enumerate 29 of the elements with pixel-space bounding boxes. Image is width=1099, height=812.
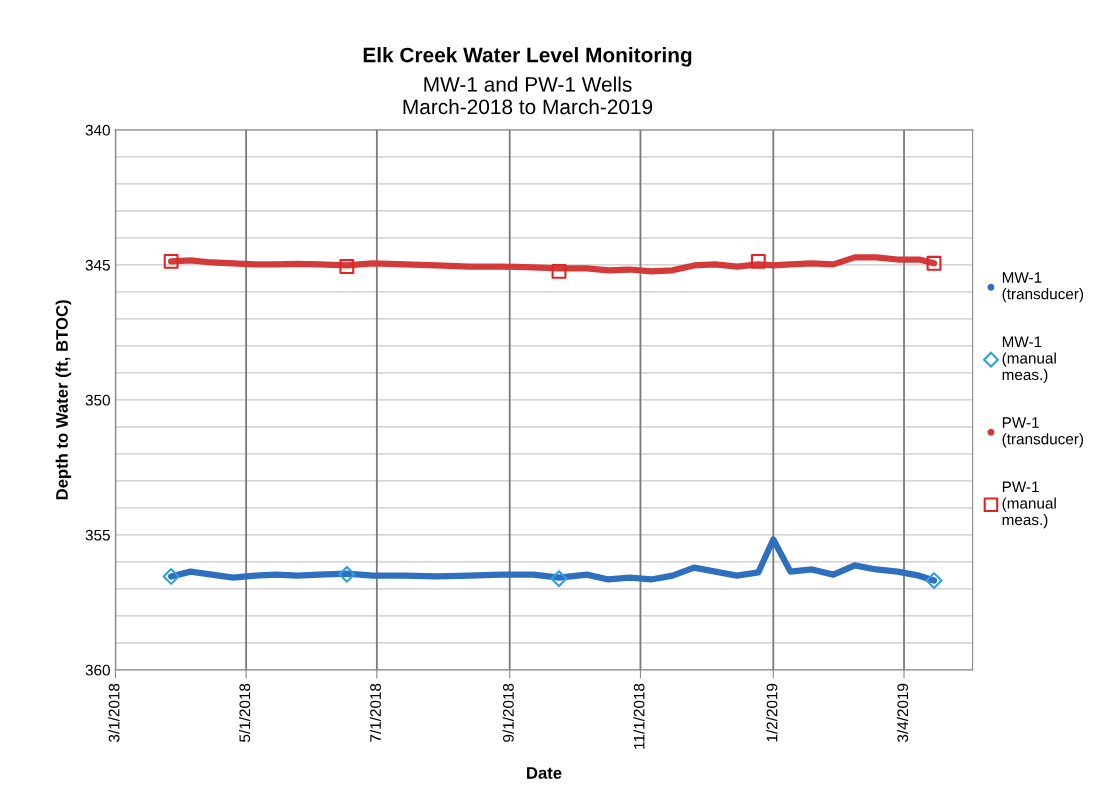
x-tick-label: 9/1/2018 (502, 683, 514, 742)
x-tick-label: 5/1/2018 (239, 683, 251, 742)
chart-title: Elk Creek Water Level Monitoring (363, 47, 692, 67)
legend-label: MW-1 (transducer) (1002, 272, 1084, 303)
chart-subtitle: MW-1 and PW-1 Wells March-2018 to March-2019 (403, 76, 653, 115)
x-tick-label: 1/2/2019 (766, 683, 778, 742)
point (338, 565, 356, 583)
y-tick-label: 340 (85, 124, 110, 136)
x-tick-label: 3/1/2018 (108, 683, 120, 742)
point (551, 263, 567, 279)
y-tick-label: 345 (85, 259, 110, 271)
x-tick-label: 7/1/2018 (369, 683, 381, 742)
point (925, 572, 943, 589)
y-tick-label: 360 (85, 664, 110, 676)
point (750, 253, 766, 269)
point (550, 570, 568, 588)
point (926, 255, 942, 271)
point (162, 568, 180, 585)
x-axis-title: Date (527, 767, 562, 779)
point (339, 259, 355, 274)
x-tick-label: 3/4/2019 (896, 683, 909, 742)
y-axis-title: Depth to Water (ft, BTOC) (55, 300, 72, 500)
y-tick-label: 350 (85, 394, 110, 406)
legend-label: MW-1 (manual meas.) (1002, 336, 1056, 384)
legend-label: PW-1 (manual meas.) (1002, 481, 1056, 529)
x-tick-label: 11/1/2018 (633, 683, 645, 749)
legend-label: PW-1 (transducer) (1002, 417, 1084, 448)
y-tick-label: 355 (85, 529, 110, 541)
point (163, 253, 179, 269)
